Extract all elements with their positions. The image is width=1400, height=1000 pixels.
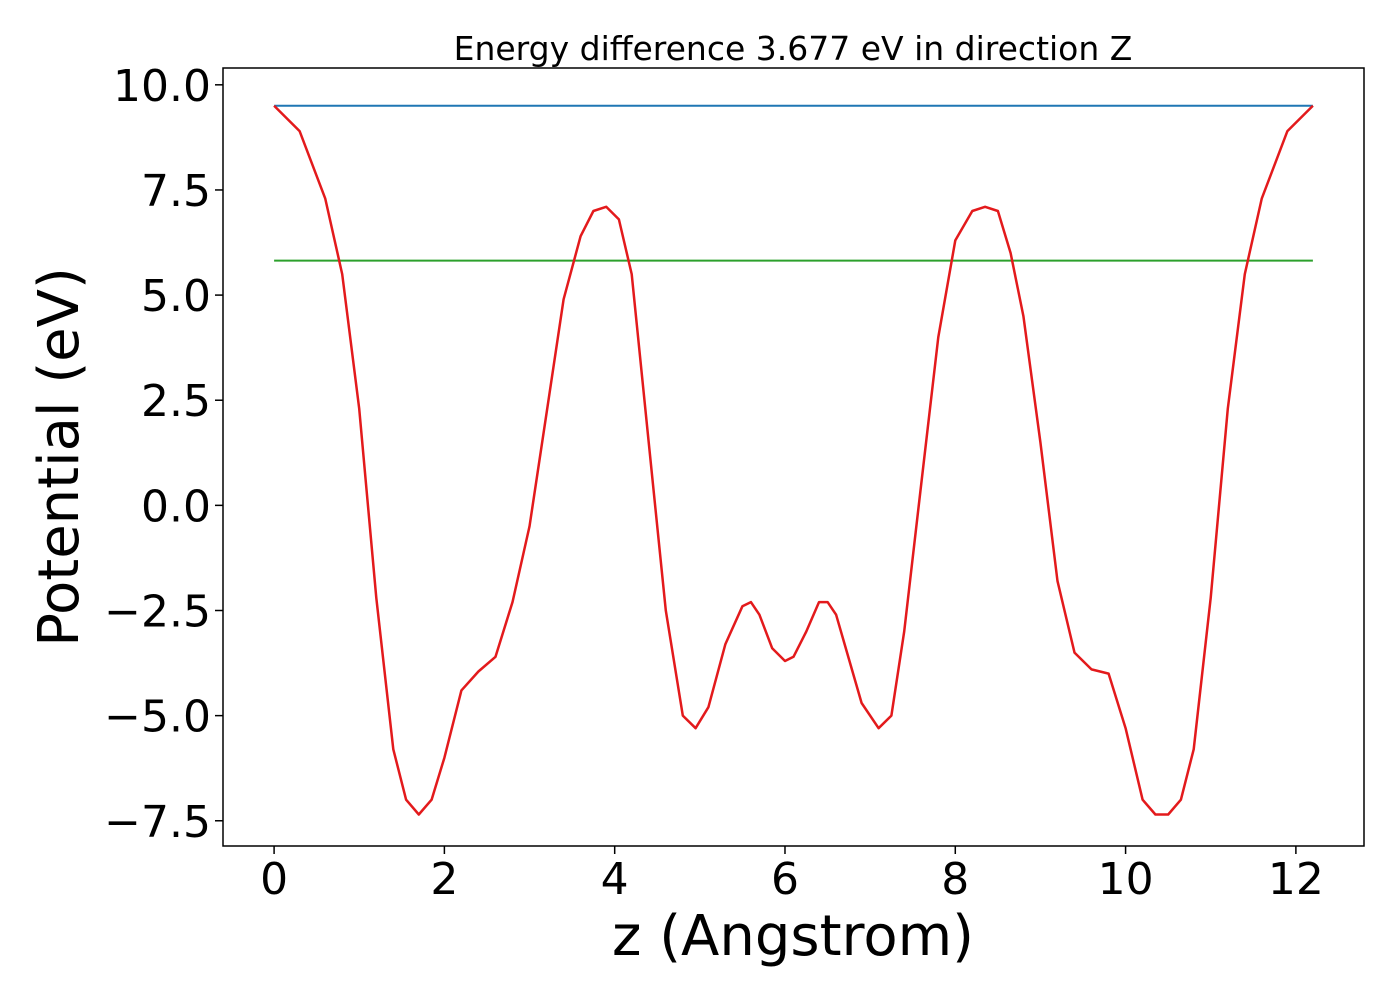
y-axis: −7.5 −5.0 −2.5 0.0 2.5 5.0 7.5 10.0: [104, 61, 223, 848]
y-tick-label: 2.5: [141, 376, 211, 427]
x-tick-label: 10: [1098, 854, 1154, 905]
plot-lines: [273, 104, 1314, 816]
y-tick-label: −7.5: [104, 797, 211, 848]
y-tick-label: 7.5: [141, 166, 211, 217]
y-tick-label: −5.0: [104, 692, 211, 743]
x-axis-label: z (Angstrom): [612, 904, 974, 969]
y-tick-label: 5.0: [141, 271, 211, 322]
x-tick-label: 12: [1268, 854, 1324, 905]
x-tick-label: 0: [260, 854, 288, 905]
series-line-3: [273, 104, 1314, 816]
plot-frame: [222, 67, 1365, 847]
x-tick-label: 4: [601, 854, 629, 905]
y-tick-label: 0.0: [141, 481, 211, 532]
x-tick-label: 6: [771, 854, 799, 905]
y-tick-label: −2.5: [104, 586, 211, 637]
y-axis-label: Potential (eV): [27, 267, 92, 647]
chart-title: Energy difference 3.677 eV in direction …: [454, 29, 1133, 68]
y-tick-label: 10.0: [113, 61, 211, 112]
x-axis: 0 2 4 6 8 10 12: [260, 846, 1324, 905]
x-tick-label: 2: [430, 854, 458, 905]
x-tick-label: 8: [941, 854, 969, 905]
